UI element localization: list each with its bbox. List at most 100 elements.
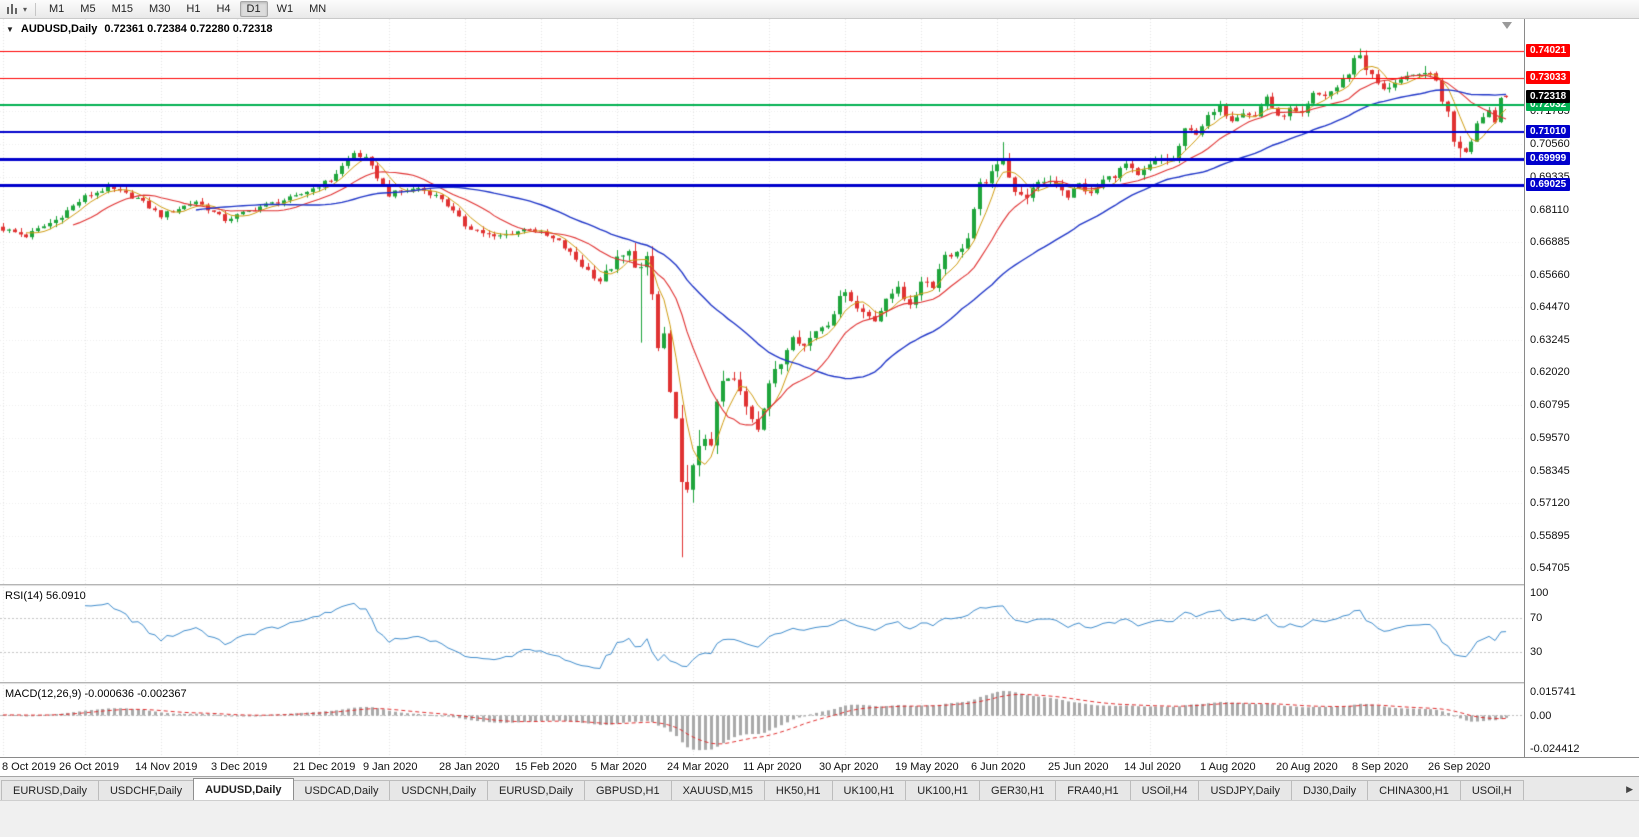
chart-tab[interactable]: CHINA300,H1 <box>1367 780 1461 800</box>
chart-tab[interactable]: GER30,H1 <box>979 780 1057 800</box>
time-axis[interactable]: 8 Oct 2019 26 Oct 2019 14 Nov 2019 3 Dec 20… <box>0 757 1639 776</box>
hline-price-tag[interactable]: 0.71010 <box>1526 124 1571 138</box>
price-axis-label: 0.57120 <box>1530 497 1570 510</box>
chart-tab[interactable]: USDCAD,Daily <box>292 780 391 800</box>
chart-tab[interactable]: HK50,H1 <box>763 780 833 800</box>
chart-tab[interactable]: UK100,H1 <box>831 780 907 800</box>
chart-tab-label: UK100,H1 <box>917 785 969 797</box>
chart-tab[interactable]: XAUUSD,M15 <box>670 780 765 800</box>
chart-tab-label: CHINA300,H1 <box>1379 785 1449 797</box>
time-axis-label: 21 Dec 2019 <box>293 761 356 773</box>
chart-tab[interactable]: FRA40,H1 <box>1055 780 1131 800</box>
rsi-level-label: 30 <box>1530 646 1543 658</box>
chart-tab-label: USDJPY,Daily <box>1210 785 1280 797</box>
time-axis-label: 14 Jul 2020 <box>1124 761 1181 773</box>
time-axis-label: 8 Sep 2020 <box>1352 761 1409 773</box>
chart-tab-label: GBPUSD,H1 <box>596 785 660 797</box>
chart-tab-label: AUDUSD,Daily <box>205 784 282 796</box>
price-axis-label: 0.59570 <box>1530 431 1570 444</box>
panel-divider[interactable] <box>0 584 1639 587</box>
time-axis-label: 5 Mar 2020 <box>591 761 647 773</box>
price-axis-label: 0.62020 <box>1530 366 1570 379</box>
chart-tab-label: EURUSD,Daily <box>13 785 87 797</box>
chart-tab[interactable]: UK100,H1 <box>905 780 981 800</box>
chart-tab[interactable]: DJ30,Daily <box>1290 780 1369 800</box>
chart-tab[interactable]: USDJPY,Daily <box>1198 780 1292 800</box>
timeframe-button[interactable]: MN <box>302 1 333 17</box>
price-axis-label: 0.70560 <box>1530 138 1570 150</box>
timeframe-button[interactable]: H1 <box>179 1 207 17</box>
price-axis-label: 0.64470 <box>1530 300 1570 313</box>
macd-min-label: -0.024412 <box>1530 743 1580 755</box>
chart-tab[interactable]: USOil,H <box>1459 780 1524 800</box>
rsi-panel-canvas[interactable] <box>0 587 1524 682</box>
time-axis-label: 30 Apr 2020 <box>819 761 879 773</box>
chart-tab[interactable]: EURUSD,Daily <box>1 780 99 800</box>
toolbar-separator <box>35 2 36 16</box>
tab-scroll-right-icon[interactable]: ▶ <box>1623 783 1636 796</box>
chart-tab-bar: ▶ EURUSD,Daily USDCHF,Daily AUDUSD,Daily… <box>0 776 1639 800</box>
hline-price-tag[interactable]: 0.73033 <box>1526 70 1571 84</box>
chart-tab-label: GER30,H1 <box>991 785 1045 797</box>
time-axis-label: 28 Jan 2020 <box>439 761 500 773</box>
time-axis-label: 20 Aug 2020 <box>1276 761 1338 773</box>
rsi-indicator-label: RSI(14) 56.0910 <box>5 590 86 602</box>
chart-tab-label: DJ30,Daily <box>1302 785 1357 797</box>
macd-zero-label: 0.00 <box>1530 709 1552 722</box>
time-axis-label: 24 Mar 2020 <box>667 761 729 773</box>
timeframe-button[interactable]: M1 <box>42 1 71 17</box>
time-axis-label: 15 Feb 2020 <box>515 761 577 773</box>
chart-tab-label: USDCAD,Daily <box>304 785 379 797</box>
hline-price-tag[interactable]: 0.74021 <box>1526 44 1571 58</box>
chart-tab-label: EURUSD,Daily <box>499 785 573 797</box>
collapse-caret-icon[interactable]: ▼ <box>6 24 14 34</box>
hline-price-tag[interactable]: 0.69999 <box>1526 152 1571 165</box>
time-axis-label: 11 Apr 2020 <box>743 761 802 773</box>
timeframe-button[interactable]: W1 <box>270 1 301 17</box>
time-axis-label: 26 Oct 2019 <box>59 761 119 773</box>
chart-title: ▼ AUDUSD,Daily 0.72361 0.72384 0.72280 0… <box>6 23 273 35</box>
chart-tab[interactable]: USDCHF,Daily <box>97 780 195 800</box>
chart-tab-label: USOil,H4 <box>1141 785 1188 797</box>
chart-tab[interactable]: USDCNH,Daily <box>389 780 489 800</box>
time-axis-label: 6 Jun 2020 <box>971 761 1026 773</box>
price-axis-label: 0.66885 <box>1530 236 1570 249</box>
timeframe-button[interactable]: M30 <box>142 1 177 17</box>
timeframe-button[interactable]: M15 <box>105 1 140 17</box>
time-axis-label: 1 Aug 2020 <box>1200 761 1256 773</box>
chart-tab-label: FRA40,H1 <box>1067 785 1119 797</box>
chart-type-icon[interactable] <box>4 2 20 17</box>
chart-tab-label: USDCNH,Daily <box>401 785 477 797</box>
time-axis-label: 3 Dec 2019 <box>211 761 268 773</box>
time-axis-label: 14 Nov 2019 <box>135 761 198 773</box>
price-axis-label: 0.58345 <box>1530 464 1570 477</box>
current-price-tag: 0.72318 <box>1526 90 1571 104</box>
chart-tab[interactable]: GBPUSD,H1 <box>584 780 672 800</box>
price-axis-label: 0.65660 <box>1530 269 1570 281</box>
price-axis-label: 0.63245 <box>1530 333 1570 346</box>
chart-tab-label: XAUUSD,M15 <box>682 785 753 797</box>
macd-max-label: 0.015741 <box>1530 686 1576 698</box>
time-axis-label: 26 Sep 2020 <box>1428 761 1491 773</box>
timeframe-button[interactable]: D1 <box>239 1 268 17</box>
hline-price-tag[interactable]: 0.69025 <box>1526 178 1571 192</box>
time-axis-label: 25 Jun 2020 <box>1048 761 1109 773</box>
chart-window: ▼ AUDUSD,Daily 0.72361 0.72384 0.72280 0… <box>0 19 1639 776</box>
autoscroll-marker-icon[interactable] <box>1502 22 1512 29</box>
chart-symbol-label: AUDUSD,Daily <box>20 23 98 35</box>
timeframe-button[interactable]: M5 <box>73 1 102 17</box>
time-axis-label: 19 May 2020 <box>895 761 959 773</box>
chart-tab[interactable]: USOil,H4 <box>1129 780 1200 800</box>
status-area <box>0 800 1639 837</box>
chart-tab-label: HK50,H1 <box>775 785 821 797</box>
macd-panel-canvas[interactable] <box>0 685 1524 757</box>
time-axis-label: 8 Oct 2019 <box>2 761 56 773</box>
timeframe-button[interactable]: H4 <box>209 1 237 17</box>
panel-divider[interactable] <box>0 682 1639 685</box>
price-chart-canvas[interactable] <box>0 19 1524 584</box>
price-axis-label: 0.68110 <box>1530 203 1569 216</box>
chart-type-dropdown-icon[interactable]: ▾ <box>22 4 27 14</box>
chart-tab[interactable]: EURUSD,Daily <box>487 780 585 800</box>
chart-tab[interactable]: AUDUSD,Daily <box>193 778 294 800</box>
